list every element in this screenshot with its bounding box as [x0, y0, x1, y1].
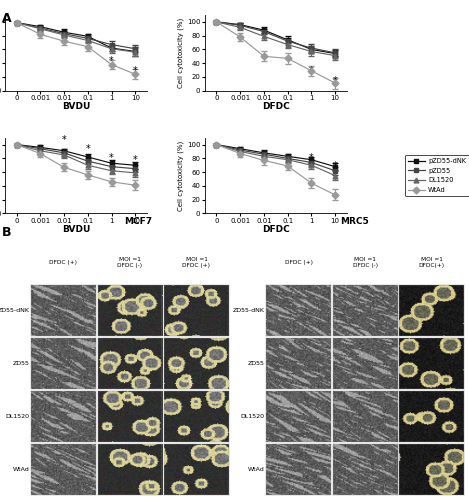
Text: *: * [333, 162, 338, 172]
Y-axis label: Cell cytotoxicity (%): Cell cytotoxicity (%) [178, 18, 184, 88]
Text: ZD55: ZD55 [13, 361, 30, 366]
Text: *: * [285, 56, 290, 66]
Text: *: * [333, 76, 338, 86]
Text: *: * [133, 66, 137, 76]
Legend: pZD55-dNK, pZD55, DL1520, WtAd: pZD55-dNK, pZD55, DL1520, WtAd [405, 155, 469, 196]
Text: *: * [109, 152, 114, 162]
Text: MOI =1
DFDC(+): MOI =1 DFDC(+) [419, 257, 445, 268]
Text: *: * [262, 54, 266, 64]
Text: MOI =1
DFDC (+): MOI =1 DFDC (+) [182, 257, 211, 268]
Text: A: A [2, 12, 12, 26]
Text: *: * [85, 144, 90, 154]
Y-axis label: Cell cytotoxicity (%): Cell cytotoxicity (%) [178, 140, 184, 210]
Text: B: B [2, 226, 12, 239]
Text: *: * [133, 156, 137, 166]
Text: DL1520: DL1520 [241, 414, 265, 419]
Text: WtAd: WtAd [248, 467, 265, 472]
Text: *: * [109, 56, 114, 66]
Text: ZD55-dNK: ZD55-dNK [0, 308, 30, 313]
Text: MOI =1
DFDC (-): MOI =1 DFDC (-) [117, 257, 143, 268]
Text: WtAd: WtAd [13, 467, 30, 472]
Text: *: * [309, 66, 314, 76]
Text: DL1520: DL1520 [5, 414, 30, 419]
X-axis label: DFDC: DFDC [262, 225, 290, 234]
Text: *: * [61, 136, 67, 145]
X-axis label: DFDC: DFDC [262, 102, 290, 112]
X-axis label: BVDU: BVDU [62, 225, 90, 234]
Text: MCF7: MCF7 [124, 217, 152, 226]
Text: ZD55-dNK: ZD55-dNK [233, 308, 265, 313]
Text: DFDC (+): DFDC (+) [285, 260, 313, 265]
Text: MOI =1
DFDC (-): MOI =1 DFDC (-) [353, 257, 378, 268]
Text: DFDC (+): DFDC (+) [49, 260, 77, 265]
Text: MRC5: MRC5 [340, 217, 369, 226]
Text: ZD55: ZD55 [248, 361, 265, 366]
Text: *: * [309, 153, 314, 163]
X-axis label: BVDU: BVDU [62, 102, 90, 112]
